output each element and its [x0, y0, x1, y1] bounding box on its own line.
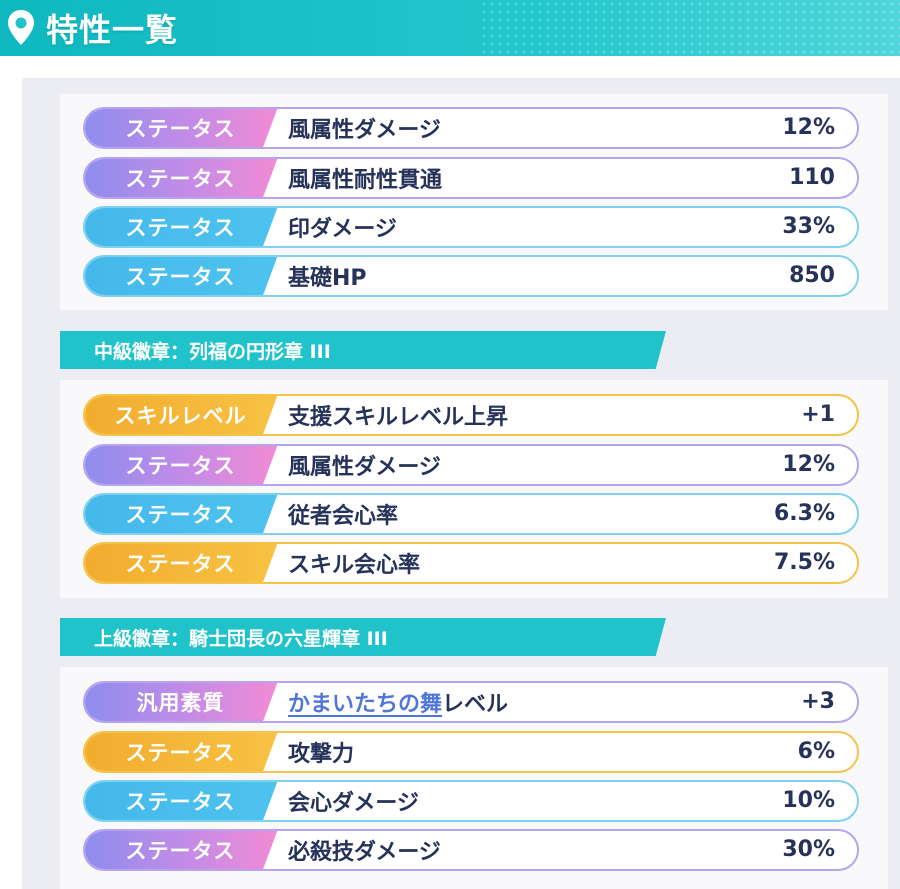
- trait-row: ステータス 会心ダメージ 10%: [83, 780, 859, 822]
- page-header: 特性一覧: [0, 0, 900, 56]
- talent-link[interactable]: かまいたちの舞: [288, 691, 443, 717]
- trait-value: 12%: [782, 115, 835, 140]
- trait-row: ステータス 風属性耐性貫通 110: [83, 157, 859, 199]
- trait-tag: ステータス: [85, 446, 278, 484]
- trait-value: 30%: [782, 837, 835, 862]
- trait-value: 850: [789, 263, 835, 288]
- trait-row: 汎用素質 かまいたちの舞 レベル +3: [83, 681, 859, 723]
- trait-name-suffix: レベル: [442, 691, 509, 717]
- trait-row: ステータス 攻撃力 6%: [83, 731, 859, 773]
- trait-tag: ステータス: [85, 159, 278, 197]
- trait-value: 10%: [782, 788, 835, 813]
- trait-name: 攻撃力: [288, 741, 355, 767]
- trait-value: 6.3%: [773, 501, 835, 526]
- trait-row: ステータス 従者会心率 6.3%: [83, 493, 859, 535]
- trait-row: ステータス 基礎HP 850: [83, 255, 859, 297]
- trait-name: 印ダメージ: [288, 216, 397, 242]
- trait-name: 会心ダメージ: [288, 790, 419, 816]
- trait-tag: 汎用素質: [85, 683, 278, 721]
- header-dot-pattern: [480, 0, 900, 56]
- trait-row: スキルレベル 支援スキルレベル上昇 +1: [83, 394, 859, 436]
- trait-tag: ステータス: [85, 782, 278, 820]
- trait-row: ステータス 風属性ダメージ 12%: [83, 107, 859, 149]
- trait-name: 風属性耐性貫通: [288, 167, 443, 193]
- trait-row: ステータス 必殺技ダメージ 30%: [83, 829, 859, 871]
- trait-tag: ステータス: [85, 495, 278, 533]
- trait-value: 110: [789, 165, 835, 190]
- trait-value: 12%: [782, 452, 835, 477]
- trait-value: 33%: [782, 214, 835, 239]
- map-pin-icon: [8, 10, 34, 45]
- trait-tag: ステータス: [85, 109, 278, 147]
- trait-row: ステータス 印ダメージ 33%: [83, 206, 859, 248]
- trait-row: ステータス 風属性ダメージ 12%: [83, 444, 859, 486]
- trait-name: 風属性ダメージ: [288, 454, 441, 480]
- trait-name: 基礎HP: [288, 265, 367, 291]
- page-title: 特性一覧: [46, 11, 179, 49]
- trait-row: ステータス スキル会心率 7.5%: [83, 542, 859, 584]
- trait-name: 従者会心率: [288, 503, 399, 529]
- trait-name: 支援スキルレベル上昇: [288, 404, 509, 430]
- trait-name: かまいたちの舞 レベル: [288, 683, 508, 720]
- trait-tag: スキルレベル: [85, 396, 278, 434]
- trait-name: 風属性ダメージ: [288, 117, 441, 143]
- section-title-intermediate-badge: 中級徽章：列福の円形章 III: [60, 331, 666, 369]
- trait-name: 必殺技ダメージ: [288, 839, 441, 865]
- trait-tag: ステータス: [85, 257, 278, 295]
- trait-tag: ステータス: [85, 831, 278, 869]
- trait-name: スキル会心率: [288, 552, 421, 578]
- trait-value: 6%: [797, 739, 835, 764]
- section-title-advanced-badge: 上級徽章：騎士団長の六星輝章 III: [60, 618, 666, 656]
- trait-tag: ステータス: [85, 733, 278, 771]
- trait-value: +3: [801, 689, 835, 714]
- trait-tag: ステータス: [85, 544, 278, 582]
- trait-value: +1: [801, 402, 835, 427]
- trait-tag: ステータス: [85, 208, 278, 246]
- trait-value: 7.5%: [773, 550, 835, 575]
